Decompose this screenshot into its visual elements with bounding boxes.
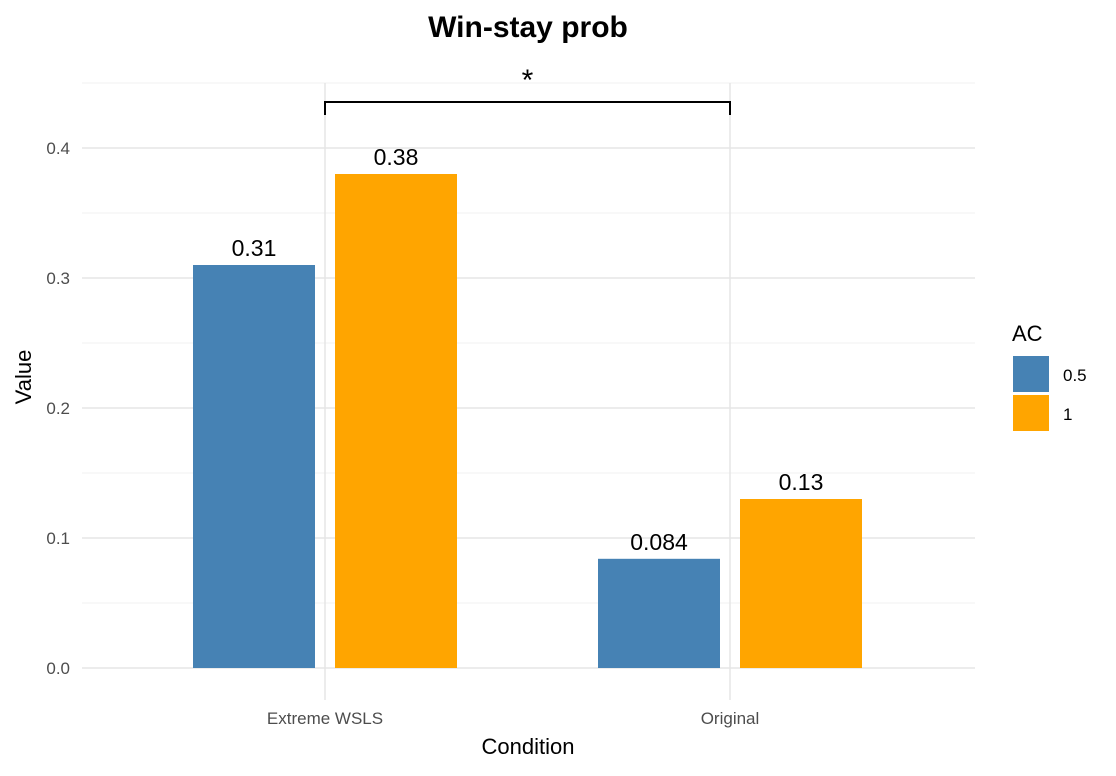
legend-swatch <box>1013 356 1049 392</box>
significance-annotation: * <box>324 64 731 115</box>
y-tick-label: 0.1 <box>46 529 70 548</box>
x-tick-label: Original <box>701 709 760 728</box>
y-tick-label: 0.2 <box>46 399 70 418</box>
data-label: 0.084 <box>630 529 688 555</box>
bars-layer <box>193 174 862 668</box>
bar <box>740 499 862 668</box>
data-label: 0.38 <box>374 144 419 170</box>
data-labels-layer: 0.31 0.084 0.38 0.13 <box>232 144 824 555</box>
legend-title: AC <box>1012 321 1043 346</box>
bar <box>598 558 720 668</box>
significance-bracket <box>324 101 731 115</box>
legend-swatch <box>1013 395 1049 431</box>
x-axis-title: Condition <box>482 734 575 759</box>
bar <box>335 174 457 668</box>
axes-layer: 0.0 0.1 0.2 0.3 0.4 Extreme WSLS Original <box>46 139 759 728</box>
y-tick-label: 0.0 <box>46 659 70 678</box>
y-axis-title: Value <box>11 350 36 405</box>
x-tick-label: Extreme WSLS <box>267 709 383 728</box>
data-label: 0.31 <box>232 235 277 261</box>
y-tick-label: 0.3 <box>46 269 70 288</box>
legend-label: 1 <box>1063 405 1072 424</box>
significance-star: * <box>522 64 534 97</box>
data-label: 0.13 <box>779 469 824 495</box>
bar <box>193 265 315 668</box>
y-tick-label: 0.4 <box>46 139 70 158</box>
legend-label: 0.5 <box>1063 366 1087 385</box>
chart-title: Win-stay prob <box>428 11 628 44</box>
legend: AC 0.5 1 <box>1012 321 1087 431</box>
